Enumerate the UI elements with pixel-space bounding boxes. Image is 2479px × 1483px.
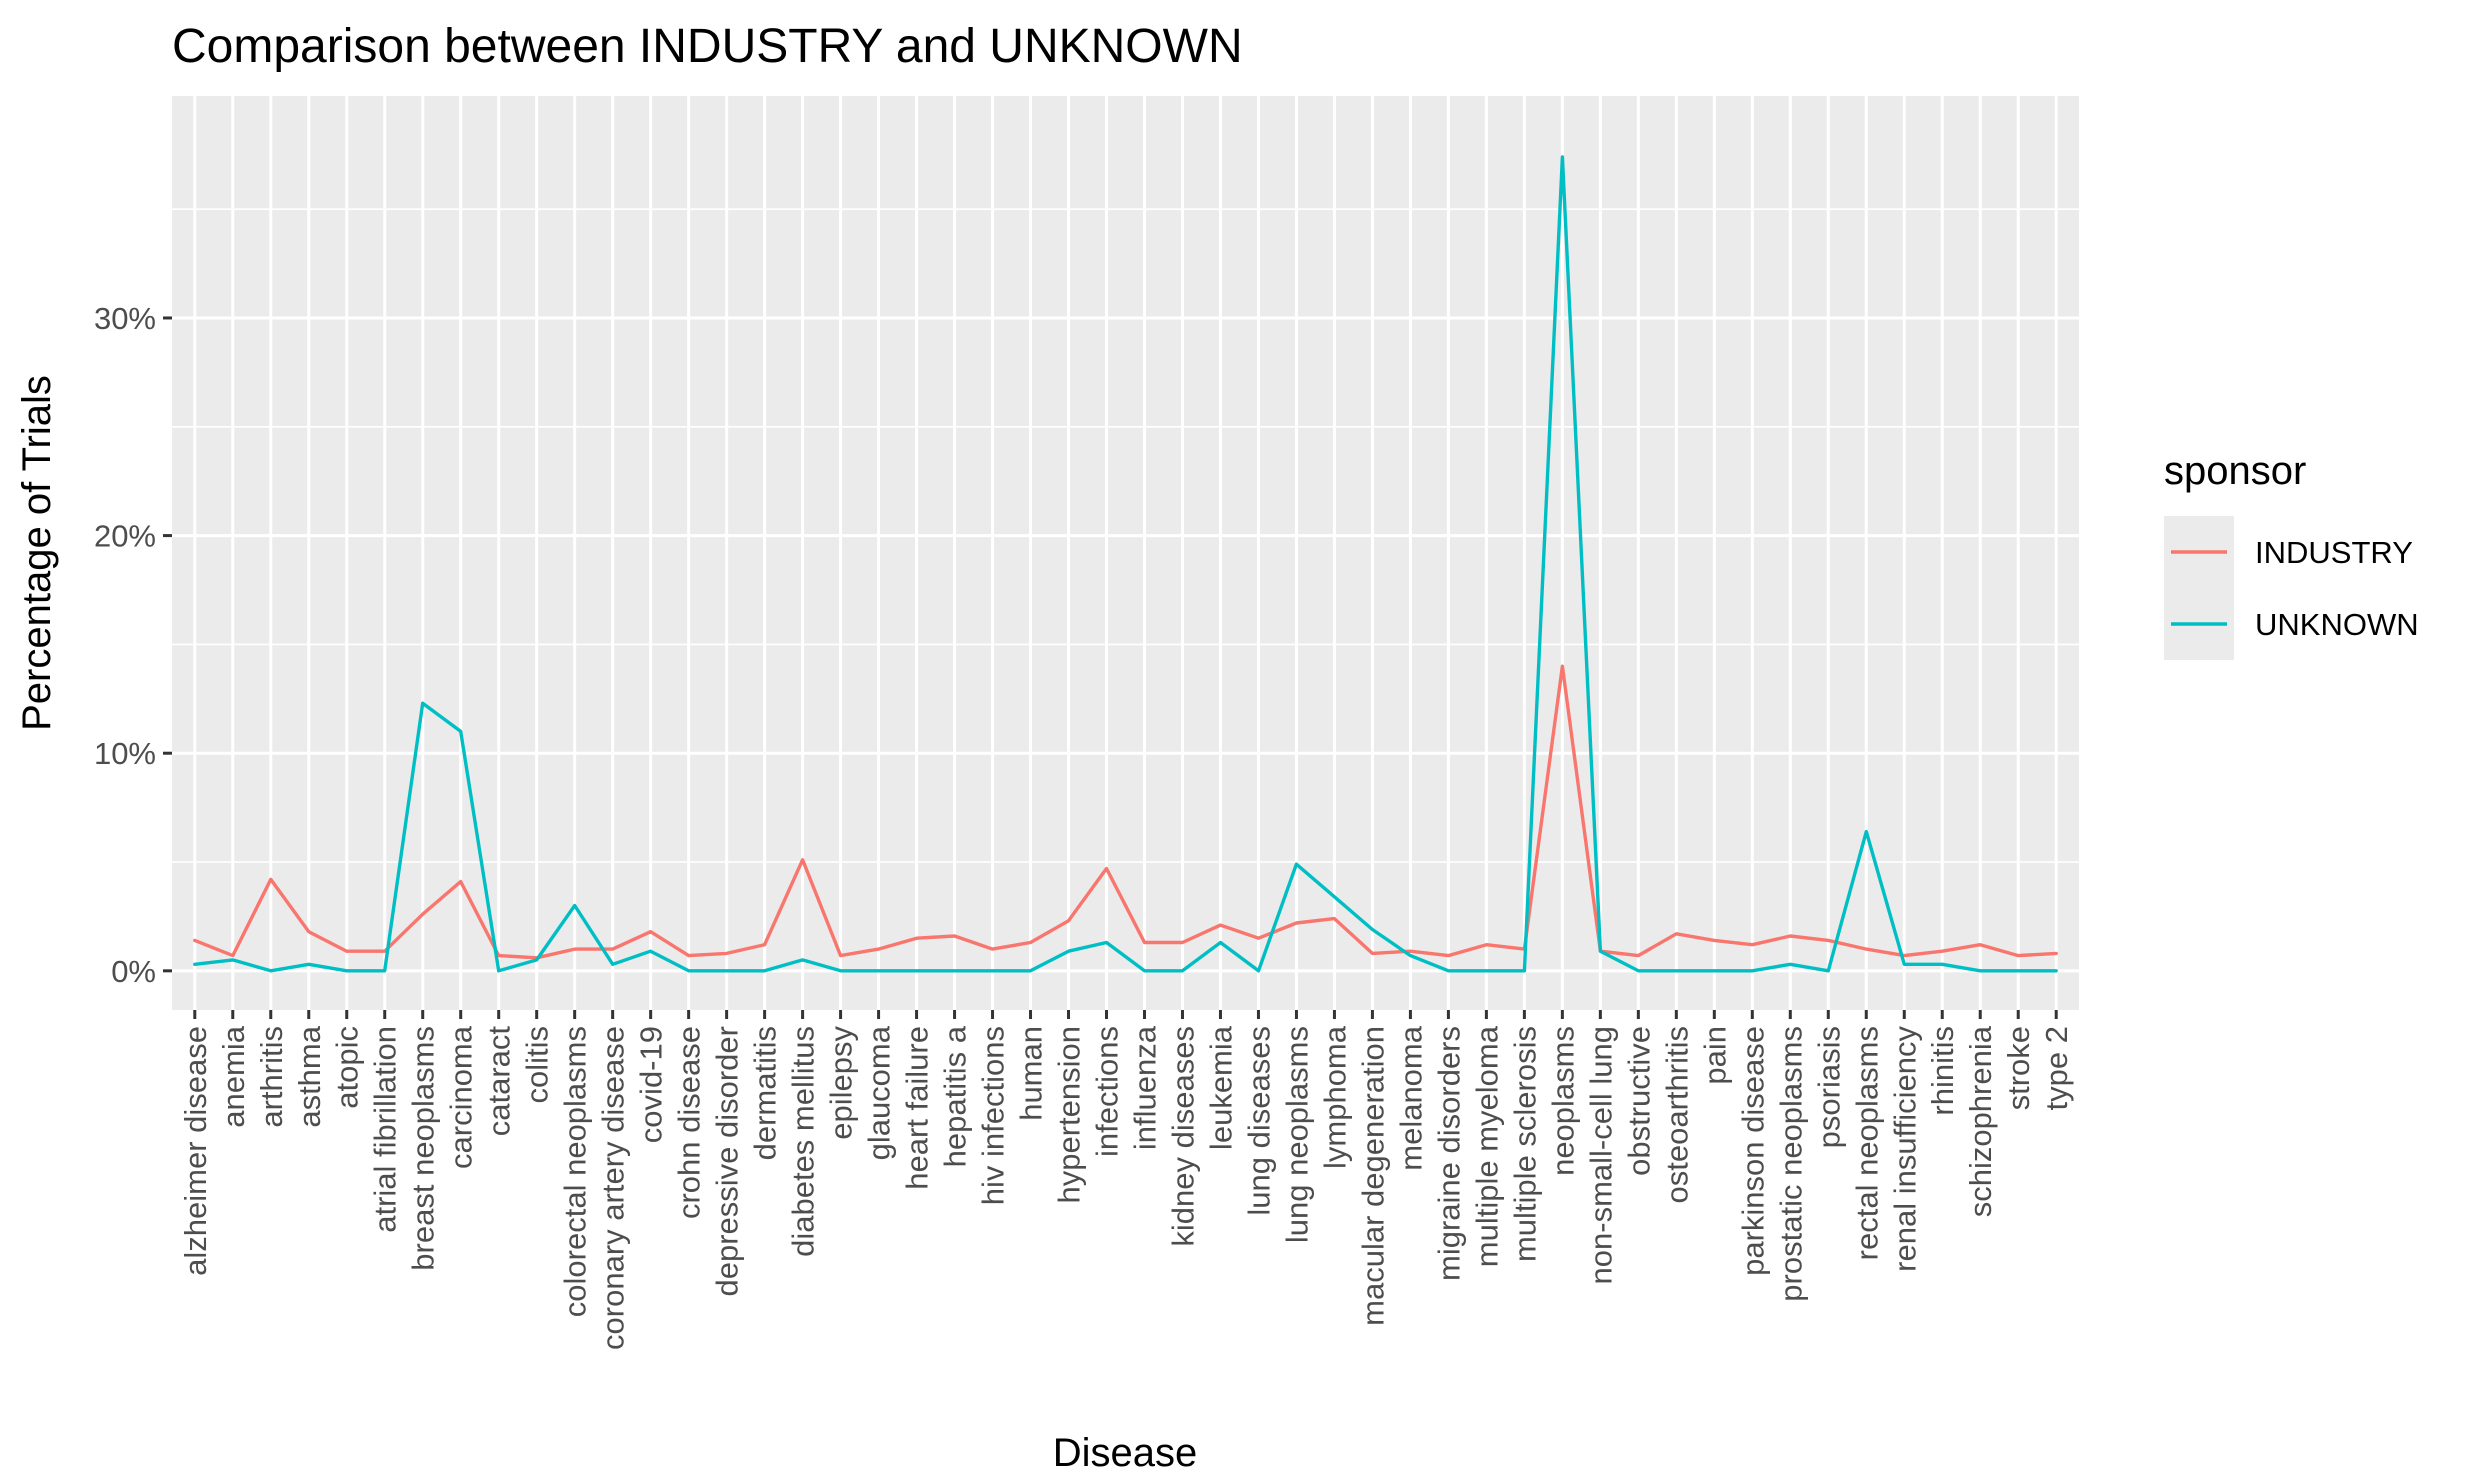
x-tick-label: neoplasms: [1545, 1026, 1580, 1176]
x-tick-label: hepatitis a: [938, 1025, 973, 1167]
x-tick-label: diabetes mellitus: [786, 1026, 821, 1257]
x-tick-label: epilepsy: [824, 1026, 859, 1140]
x-tick-label: cataract: [482, 1026, 517, 1137]
x-tick-label: heart failure: [900, 1026, 935, 1190]
x-tick-label: glaucoma: [862, 1025, 897, 1160]
x-tick-label: crohn disease: [672, 1026, 707, 1219]
grid-major: [172, 96, 2079, 1010]
x-tick-label: obstructive: [1621, 1026, 1656, 1176]
x-tick-label: renal insufficiency: [1887, 1026, 1922, 1272]
x-tick-label: multiple myeloma: [1469, 1025, 1504, 1267]
x-tick-label: macular degeneration: [1355, 1026, 1390, 1326]
y-axis-title: Percentage of Trials: [15, 375, 59, 731]
x-tick-label: breast neoplasms: [406, 1026, 441, 1271]
legend: sponsor INDUSTRY UNKNOWN: [2164, 449, 2419, 660]
x-tick-label: psoriasis: [1811, 1026, 1846, 1148]
x-tick-label: human: [1014, 1026, 1049, 1121]
x-axis-title: Disease: [1053, 1431, 1198, 1475]
x-tick-label: lymphoma: [1317, 1025, 1352, 1169]
y-axis: 0% 10% 20% 30%: [94, 301, 172, 989]
legend-title: sponsor: [2164, 449, 2306, 493]
x-tick-label: alzheimer disease: [178, 1026, 213, 1276]
x-tick-label: atopic: [330, 1026, 365, 1109]
y-tick-label: 20%: [94, 519, 156, 554]
x-tick-label: carcinoma: [444, 1025, 479, 1169]
x-tick-label: arthritis: [254, 1026, 289, 1128]
x-tick-label: depressive disorder: [710, 1026, 745, 1297]
x-tick-label: colorectal neoplasms: [558, 1026, 593, 1317]
x-tick-label: osteoarthritis: [1659, 1026, 1694, 1203]
x-tick-label: lung neoplasms: [1279, 1026, 1314, 1243]
x-tick-label: pain: [1697, 1026, 1732, 1085]
x-tick-label: asthma: [292, 1025, 327, 1127]
x-tick-label: influenza: [1127, 1025, 1162, 1150]
x-tick-label: rectal neoplasms: [1849, 1026, 1884, 1260]
y-tick-label: 10%: [94, 736, 156, 771]
x-tick-label: stroke: [2001, 1026, 2036, 1110]
x-axis: alzheimer disease anemia arthritis asthma at…: [178, 1010, 2074, 1350]
x-tick-label: infections: [1090, 1026, 1125, 1157]
x-tick-label: dermatitis: [748, 1026, 783, 1160]
x-tick-label: hiv infections: [976, 1026, 1011, 1205]
x-tick-label: leukemia: [1203, 1025, 1238, 1150]
x-tick-label: multiple sclerosis: [1507, 1026, 1542, 1262]
legend-label-unknown: UNKNOWN: [2255, 607, 2419, 642]
x-tick-label: schizophrenia: [1963, 1025, 1998, 1217]
plot-panel: [172, 96, 2079, 1010]
x-tick-label: rhinitis: [1925, 1026, 1960, 1116]
x-tick-label: kidney diseases: [1165, 1026, 1200, 1247]
x-tick-label: colitis: [520, 1026, 555, 1104]
series-line-industry: [193, 664, 2058, 960]
x-tick-label: covid-19: [634, 1026, 669, 1143]
x-tick-label: lung diseases: [1241, 1026, 1276, 1216]
legend-label-industry: INDUSTRY: [2255, 535, 2413, 570]
grid-minor: [172, 208, 2079, 863]
x-tick-label: anemia: [216, 1025, 251, 1127]
x-tick-label: hypertension: [1052, 1026, 1087, 1204]
legend-items: INDUSTRY UNKNOWN: [2164, 516, 2419, 660]
x-tick-label: prostatic neoplasms: [1773, 1026, 1808, 1302]
x-tick-label: non-small-cell lung: [1583, 1026, 1618, 1284]
x-tick-label: atrial fibrillation: [368, 1026, 403, 1233]
x-tick-label: coronary artery disease: [596, 1026, 631, 1350]
y-tick-label: 0%: [111, 954, 156, 989]
x-tick-label: migraine disorders: [1431, 1026, 1466, 1281]
x-tick-label: type 2: [2039, 1026, 2074, 1110]
series-lines: [193, 155, 2058, 973]
x-tick-label: parkinson disease: [1735, 1026, 1770, 1276]
y-tick-label: 30%: [94, 301, 156, 336]
x-tick-label: melanoma: [1393, 1025, 1428, 1170]
chart-title: Comparison between INDUSTRY and UNKNOWN: [172, 20, 1243, 73]
series-line-unknown: [193, 155, 2058, 973]
